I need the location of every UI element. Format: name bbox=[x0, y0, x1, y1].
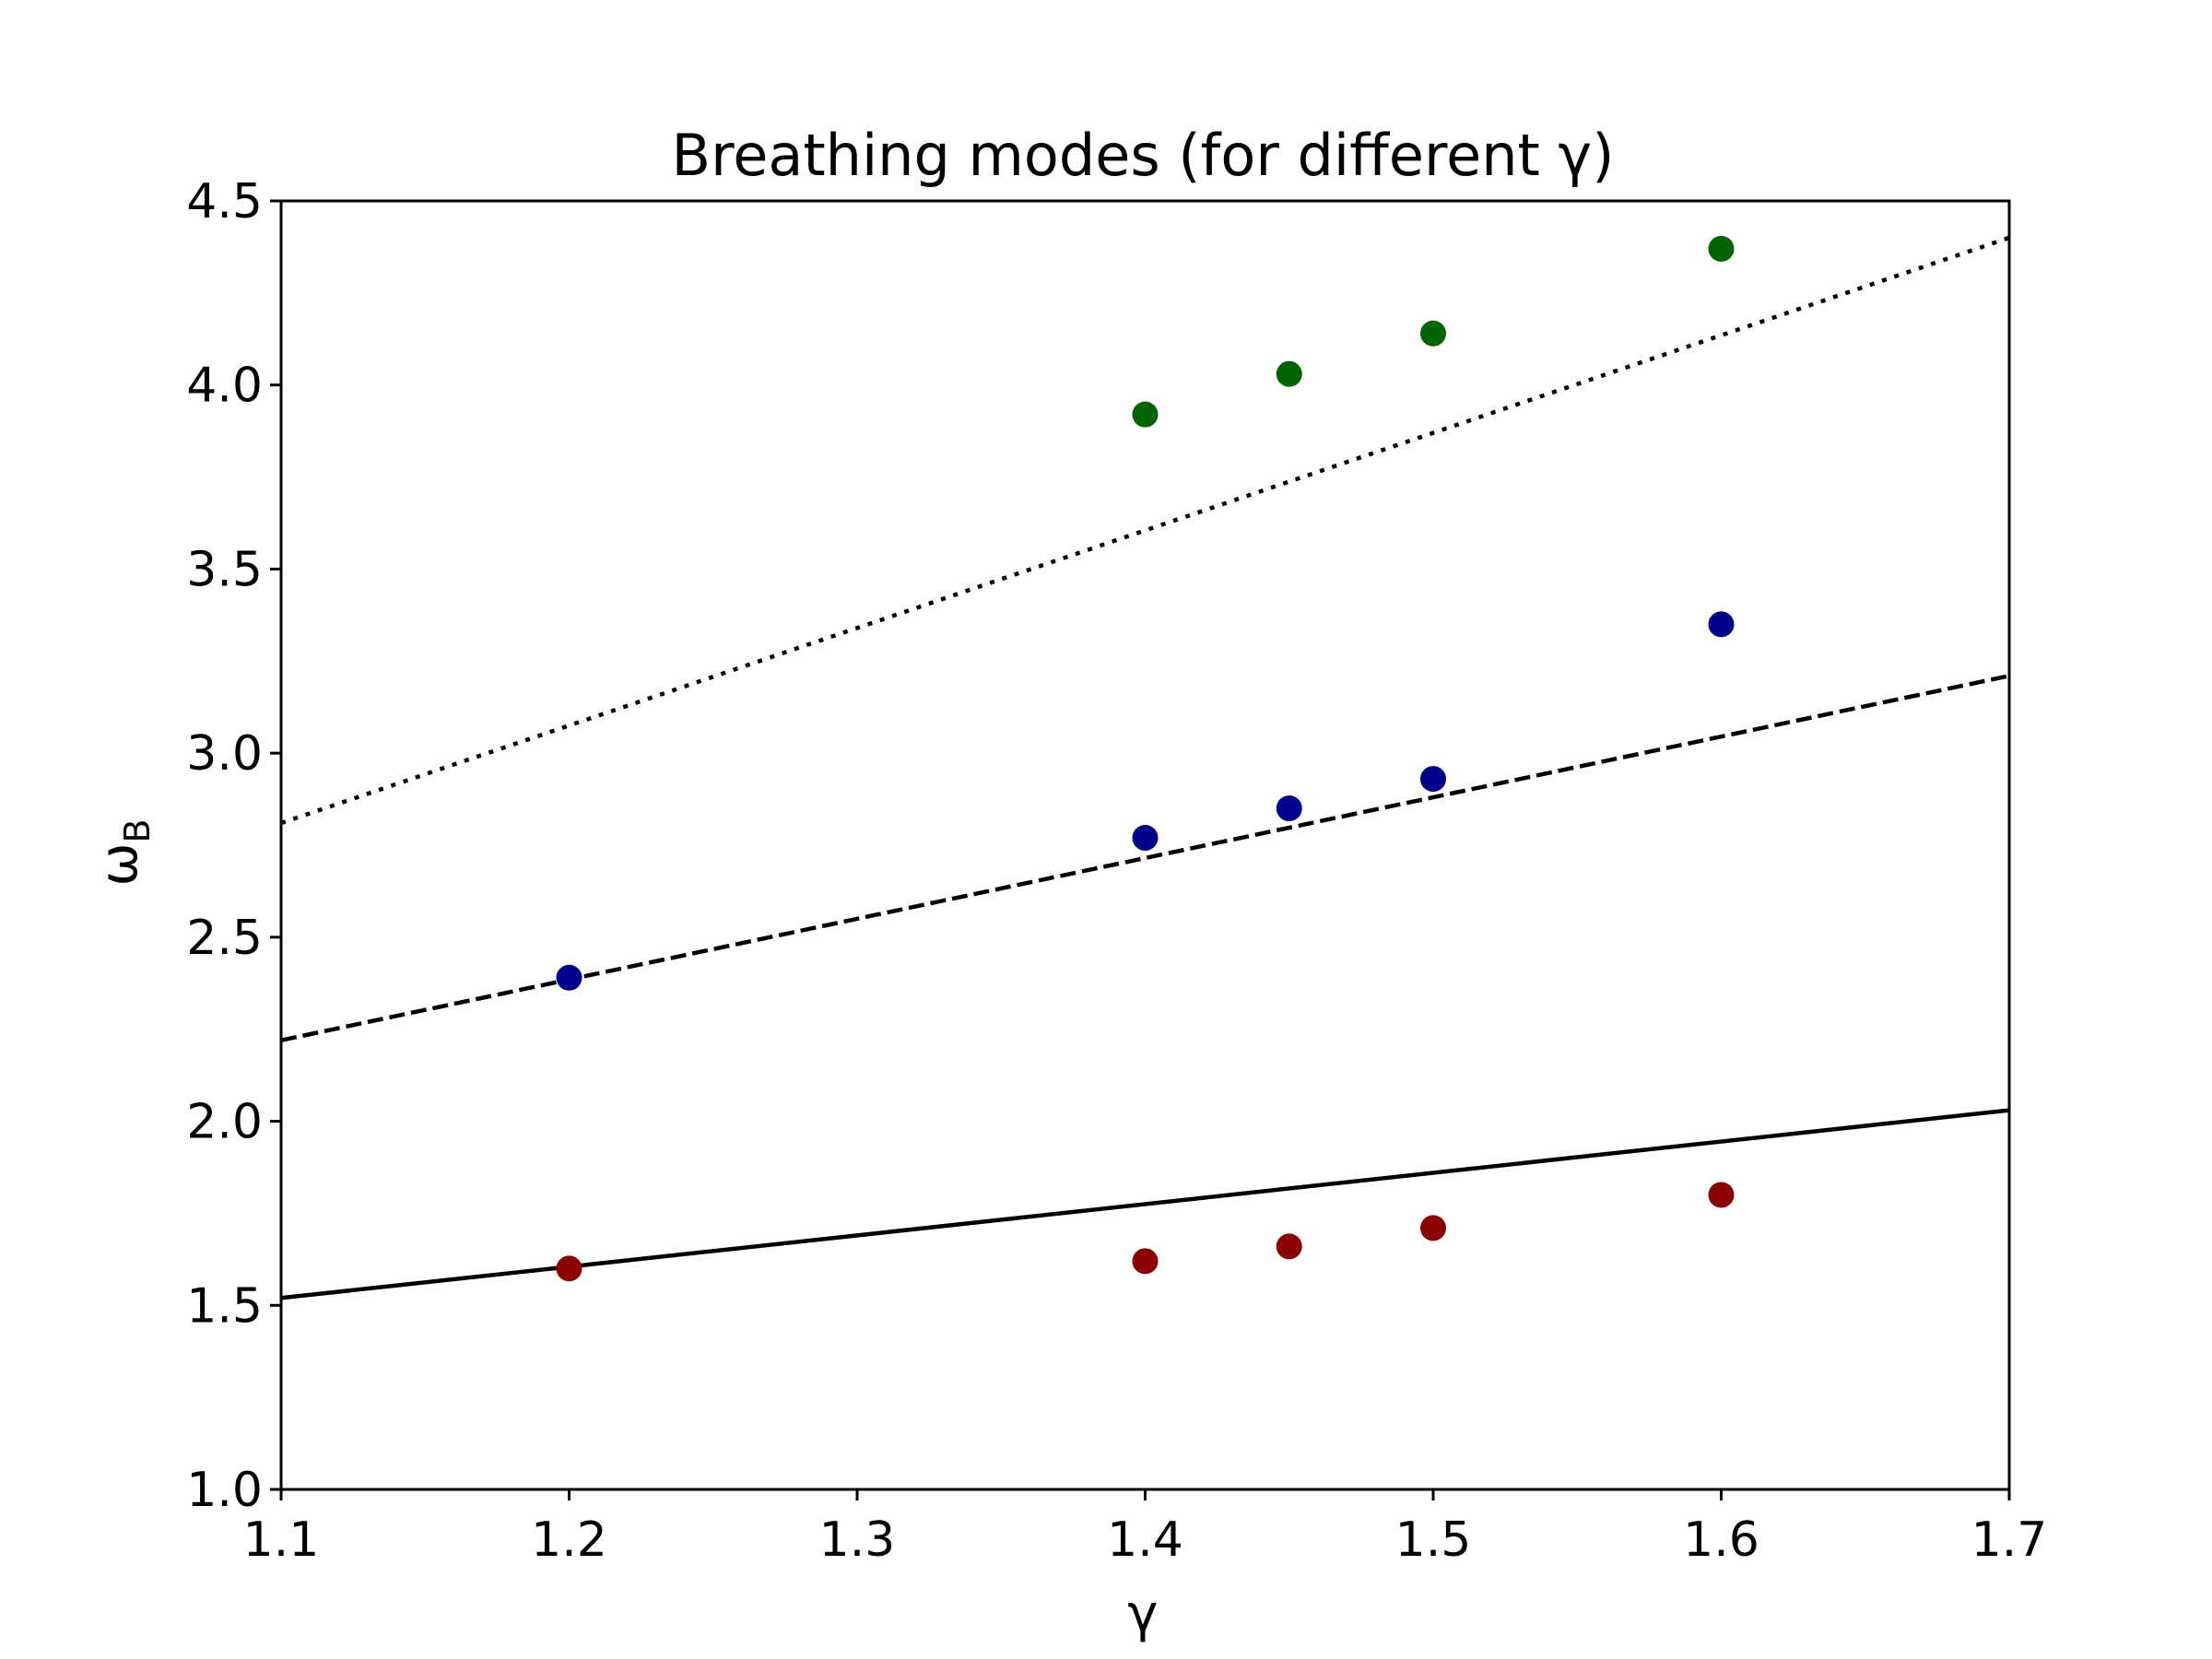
y-tick-label: 4.5 bbox=[186, 174, 263, 229]
series-2-point bbox=[1132, 825, 1159, 852]
fit-lines bbox=[280, 235, 2010, 1300]
dashed-fit-line bbox=[280, 674, 2010, 1042]
series-3-point bbox=[1708, 235, 1735, 262]
x-axis-label: γ bbox=[1127, 1584, 1158, 1644]
x-tick-label: 1.7 bbox=[1971, 1512, 2048, 1568]
y-axis-label-sub: B bbox=[117, 819, 158, 843]
series-1-point bbox=[1708, 1182, 1735, 1208]
y-axis-ticks: 1.0 1.5 2.0 2.5 3.0 3.5 4.0 4.5 bbox=[186, 174, 281, 1518]
y-axis-label-main: ω bbox=[89, 843, 149, 887]
y-tick-label: 4.0 bbox=[186, 359, 263, 414]
y-axis-label: ωB bbox=[89, 819, 158, 887]
y-tick-label: 1.0 bbox=[186, 1463, 263, 1518]
x-tick-label: 1.5 bbox=[1395, 1512, 1472, 1568]
y-tick-label: 2.5 bbox=[186, 911, 263, 966]
series-2-point bbox=[1276, 795, 1302, 822]
series-1-point bbox=[556, 1255, 582, 1282]
x-tick-label: 1.1 bbox=[243, 1512, 320, 1568]
x-tick-label: 1.6 bbox=[1683, 1512, 1759, 1568]
series-1-point bbox=[1276, 1233, 1302, 1260]
x-tick-label: 1.4 bbox=[1107, 1512, 1183, 1568]
series-3-point bbox=[1132, 401, 1159, 428]
series-2-point bbox=[556, 964, 582, 991]
series-3-point bbox=[1276, 360, 1302, 387]
x-tick-label: 1.2 bbox=[531, 1512, 607, 1568]
series-2-point bbox=[1420, 766, 1446, 793]
series-1-point bbox=[1132, 1248, 1159, 1275]
y-tick-label: 3.5 bbox=[186, 542, 263, 597]
x-tick-label: 1.3 bbox=[819, 1512, 896, 1568]
x-axis-ticks: 1.1 1.2 1.3 1.4 1.5 1.6 1.7 bbox=[243, 1489, 2048, 1568]
series-3-point bbox=[1420, 320, 1446, 347]
series-2-point bbox=[1708, 611, 1735, 638]
data-points bbox=[556, 235, 1735, 1282]
dotted-fit-line bbox=[280, 235, 2010, 826]
series-1-point bbox=[1420, 1215, 1446, 1241]
y-tick-label: 3.0 bbox=[186, 726, 263, 782]
y-tick-label: 2.0 bbox=[186, 1095, 263, 1150]
chart-title: Breathing modes (for different γ) bbox=[672, 122, 1615, 189]
y-tick-label: 1.5 bbox=[186, 1278, 263, 1334]
